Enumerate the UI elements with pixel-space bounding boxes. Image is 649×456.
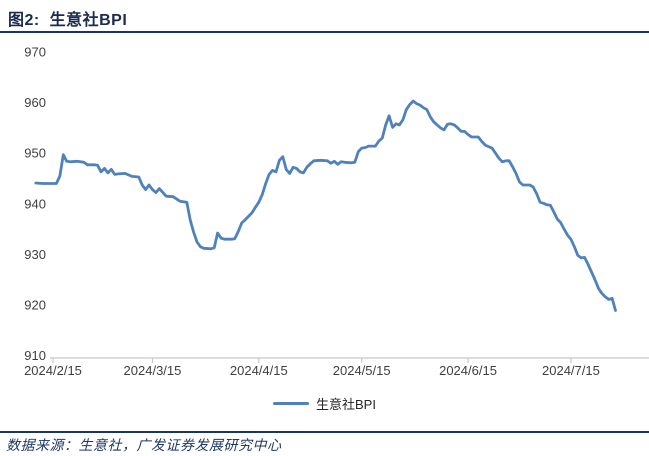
x-axis-tick-label: 2024/3/15 [124, 363, 182, 378]
y-axis-tick-label: 940 [24, 196, 46, 211]
data-source-note: 数据来源：生意社，广发证券发展研究中心 [6, 439, 282, 454]
figure-title: 图2: 生意社BPI [8, 12, 128, 29]
bpi-series-line [34, 99, 617, 312]
x-axis-tick-label: 2024/6/15 [439, 363, 497, 378]
chart-legend: 生意社BPI [0, 394, 649, 413]
x-axis-tick-label: 2024/2/15 [24, 363, 82, 378]
y-axis-tick-label: 960 [24, 95, 46, 110]
footer-divider-rule [0, 431, 649, 433]
x-axis-tick-label: 2024/4/15 [230, 363, 288, 378]
y-axis-tick-label: 930 [24, 247, 46, 262]
y-axis-tick-label: 950 [24, 146, 46, 161]
title-divider-rule [0, 31, 649, 33]
y-axis-tick-label: 920 [24, 297, 46, 312]
x-axis-tick-label: 2024/7/15 [542, 363, 600, 378]
legend-series-label: 生意社BPI [316, 397, 376, 412]
legend-line-swatch [273, 402, 310, 405]
y-axis-tick-label: 910 [24, 348, 46, 363]
y-axis-tick-label: 970 [24, 45, 46, 60]
x-axis-tick-label: 2024/5/15 [333, 363, 391, 378]
